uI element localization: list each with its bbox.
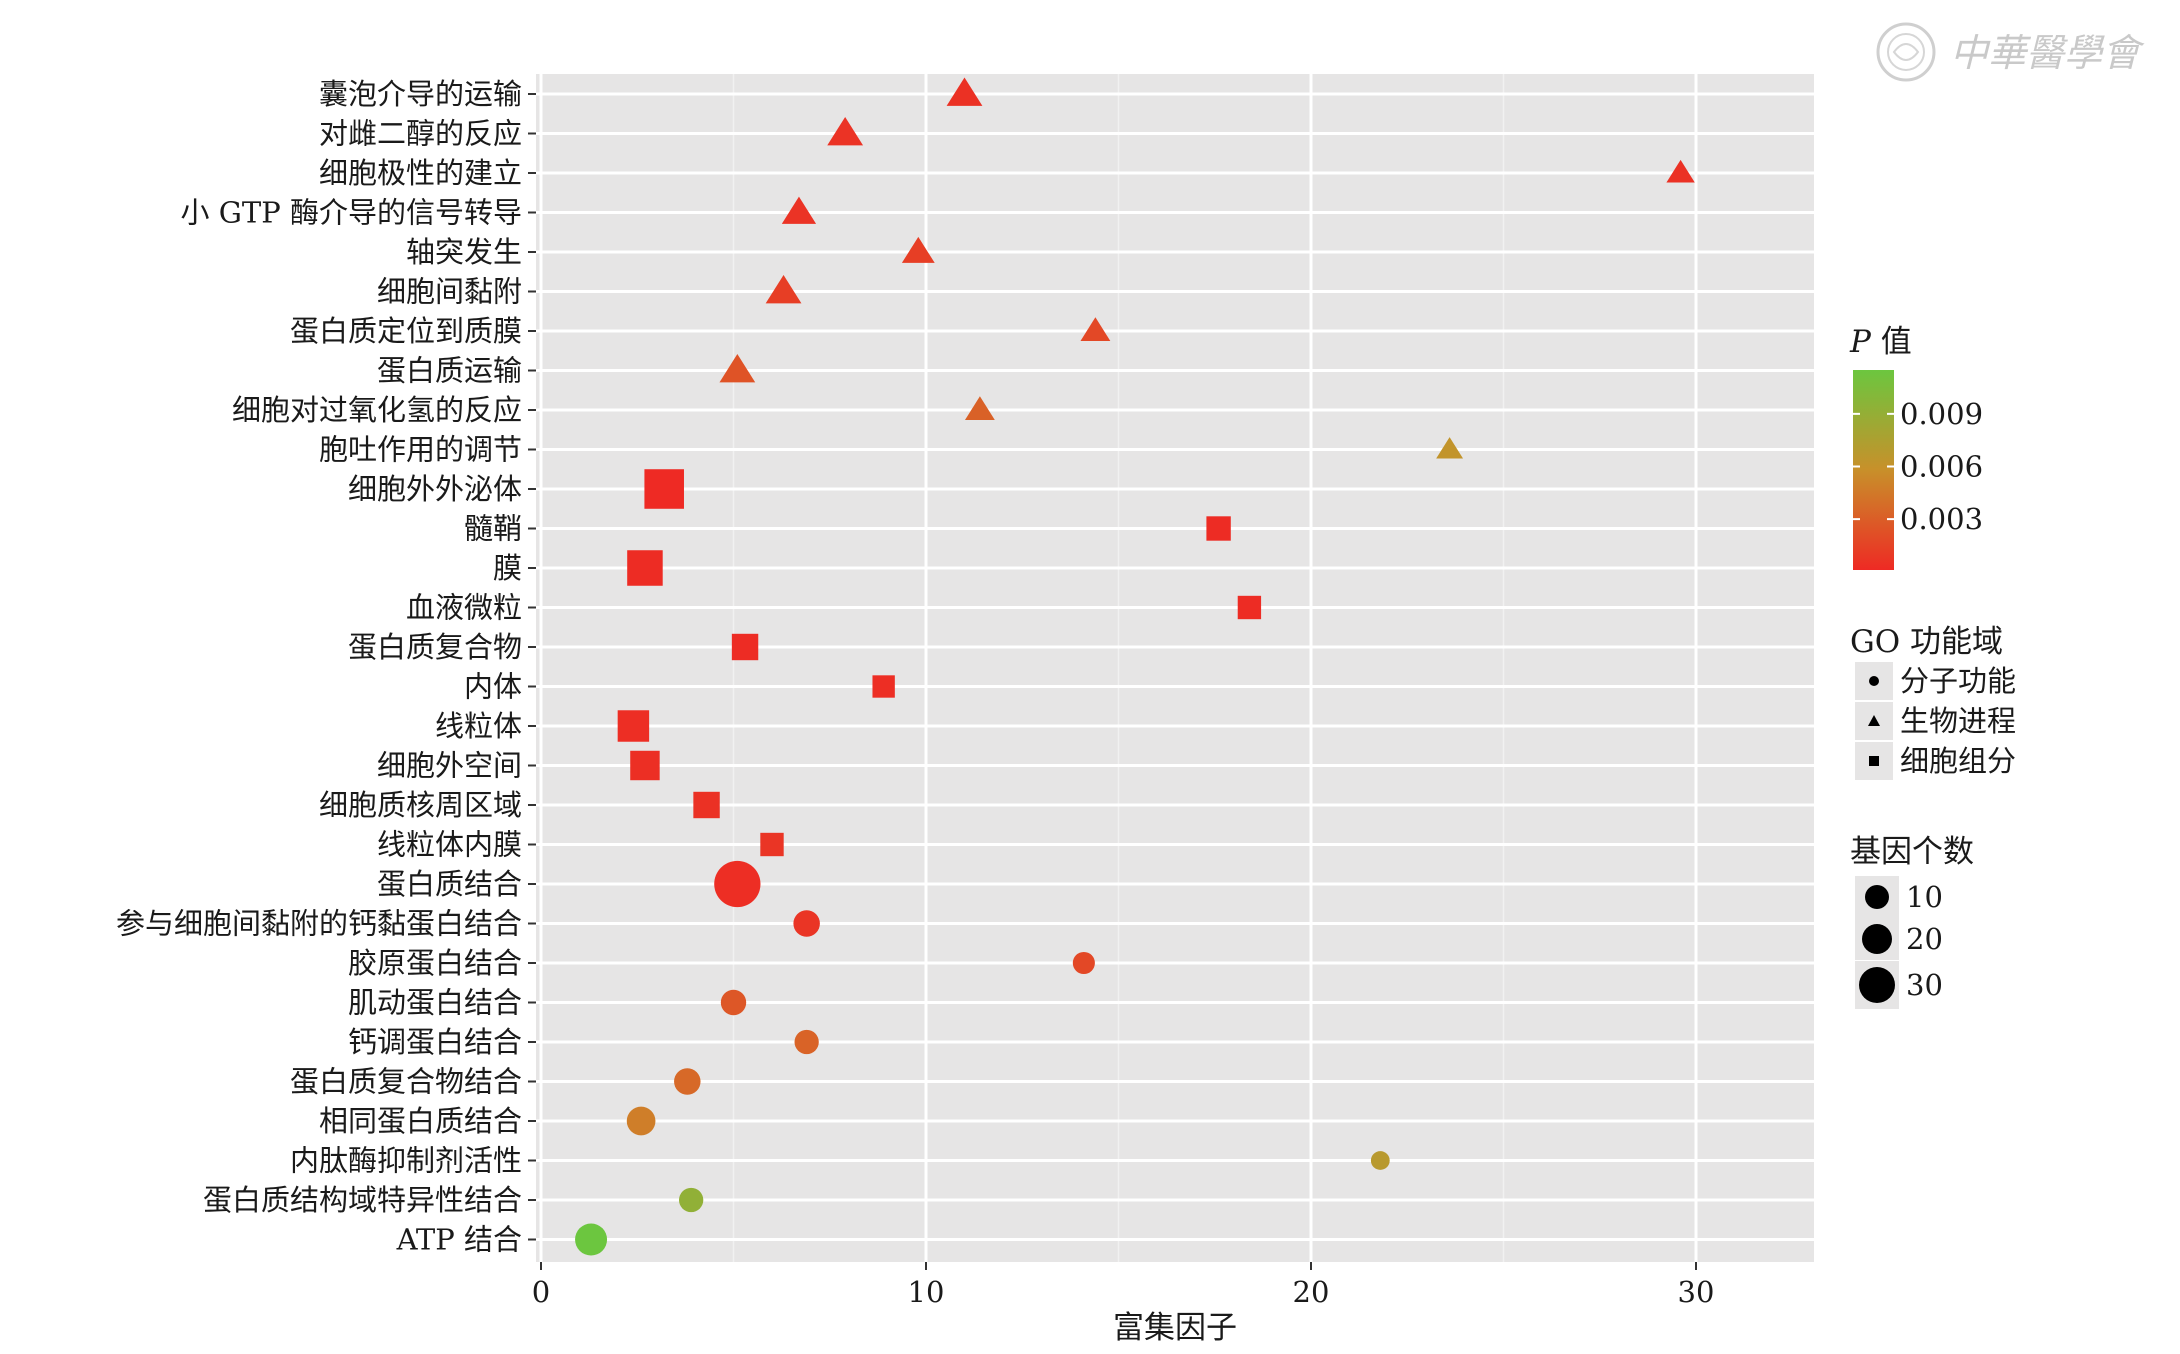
point-square xyxy=(630,750,660,781)
color-legend-tick-label: 0.006 xyxy=(1900,449,1983,483)
point-circle xyxy=(720,989,747,1016)
y-tick-label: 肌动蛋白结合 xyxy=(348,986,522,1020)
y-tick-label: 小 GTP 酶介导的信号转导 xyxy=(181,196,522,230)
point-triangle xyxy=(1436,437,1464,459)
y-tick-label: 细胞对过氧化氢的反应 xyxy=(232,393,522,427)
watermark-text: 中華醫學會 xyxy=(1950,31,2145,75)
y-tick-label: 蛋白质复合物 xyxy=(348,630,522,664)
size-legend-circle xyxy=(1862,924,1892,954)
y-tick-label: 蛋白质结构域特异性结合 xyxy=(203,1183,522,1217)
size-legend-label: 10 xyxy=(1906,880,1943,914)
color-legend-bar xyxy=(1853,370,1894,570)
point-square xyxy=(1206,516,1231,541)
point-square xyxy=(617,710,650,742)
point-circle xyxy=(679,1187,704,1213)
legend-circle-icon xyxy=(1869,676,1879,686)
point-square xyxy=(760,832,784,857)
watermark-logo: 中華醫學會 xyxy=(1876,22,2145,82)
size-legend-circle xyxy=(1859,967,1895,1003)
y-tick-label: 蛋白质结合 xyxy=(377,867,522,901)
point-triangle xyxy=(946,77,983,106)
color-legend-tick-label: 0.009 xyxy=(1900,397,1983,431)
y-tick-label: 内体 xyxy=(464,670,522,704)
x-axis-title: 富集因子 xyxy=(1113,1310,1237,1346)
point-triangle xyxy=(781,196,817,224)
point-triangle xyxy=(827,116,864,146)
color-legend-title-rest: 值 xyxy=(1871,324,1912,360)
point-triangle xyxy=(1080,317,1111,341)
y-tick-label: 钙调蛋白结合 xyxy=(348,1025,522,1059)
size-legend-label: 30 xyxy=(1906,968,1943,1002)
point-triangle xyxy=(765,274,802,304)
x-axis: 0 10 20 30 xyxy=(532,1262,1715,1309)
color-legend: P 值 0.009 0.006 0.003 xyxy=(1849,324,1983,570)
plot-panel xyxy=(536,74,1814,1262)
seal-icon xyxy=(1876,22,1936,82)
point-circle xyxy=(575,1223,608,1256)
y-tick-label: 胞吐作用的调节 xyxy=(319,433,522,467)
color-legend-title: P 值 xyxy=(1849,324,1912,360)
point-circle xyxy=(1370,1151,1390,1170)
legend-triangle-icon xyxy=(1868,715,1880,726)
point-circle xyxy=(793,910,820,937)
shape-legend-label: 分子功能 xyxy=(1900,664,2016,698)
y-tick-label: ATP 结合 xyxy=(396,1223,522,1257)
y-tick-label: 细胞外空间 xyxy=(377,749,522,783)
point-triangle xyxy=(964,396,995,420)
shape-legend-label: 生物进程 xyxy=(1900,704,2016,738)
y-tick-label: 髓鞘 xyxy=(464,512,522,546)
point-circle xyxy=(794,1029,819,1055)
y-tick-label: 对雌二醇的反应 xyxy=(319,117,522,151)
y-tick-label: 细胞外外泌体 xyxy=(348,472,522,506)
y-tick-label: 血液微粒 xyxy=(406,591,522,625)
color-legend-title-p: P xyxy=(1849,324,1872,360)
point-square xyxy=(731,633,759,661)
point-square xyxy=(644,469,684,509)
size-legend-circle xyxy=(1865,885,1889,909)
y-tick-label: 细胞质核周区域 xyxy=(319,788,522,822)
color-legend-tick-label: 0.003 xyxy=(1900,502,1983,536)
x-tick-label: 0 xyxy=(532,1275,550,1309)
y-tick-label: 蛋白质定位到质膜 xyxy=(290,314,522,348)
size-legend: 基因个数 10 20 30 xyxy=(1850,834,1974,1009)
size-legend-title: 基因个数 xyxy=(1850,834,1974,870)
y-tick-label: 细胞间黏附 xyxy=(377,275,522,309)
y-tick-label: 蛋白质复合物结合 xyxy=(290,1065,522,1099)
point-circle xyxy=(1072,951,1095,975)
x-tick-label: 10 xyxy=(908,1275,945,1309)
y-tick-label: 膜 xyxy=(493,551,522,585)
point-square xyxy=(872,675,895,698)
x-tick-label: 30 xyxy=(1678,1275,1715,1309)
shape-legend-title: GO 功能域 xyxy=(1850,624,2003,660)
grid-lines xyxy=(536,74,1814,1262)
point-square xyxy=(627,550,663,586)
point-circle xyxy=(626,1106,656,1136)
y-tick-label: 线粒体内膜 xyxy=(377,828,522,862)
point-triangle xyxy=(901,236,935,263)
point-circle xyxy=(714,860,761,908)
y-tick-label: 囊泡介导的运输 xyxy=(319,77,522,111)
point-triangle xyxy=(1666,159,1695,183)
x-tick-label: 20 xyxy=(1293,1275,1330,1309)
size-legend-label: 20 xyxy=(1906,922,1943,956)
y-tick-label: 蛋白质运输 xyxy=(377,354,522,388)
y-tick-label: 轴突发生 xyxy=(406,235,522,269)
point-circle xyxy=(674,1068,701,1095)
y-tick-label: 相同蛋白质结合 xyxy=(319,1104,522,1138)
point-square xyxy=(693,791,720,819)
y-tick-label: 内肽酶抑制剂活性 xyxy=(290,1144,522,1178)
y-tick-label: 细胞极性的建立 xyxy=(319,156,522,190)
legend-square-icon xyxy=(1869,756,1879,766)
shape-legend-label: 细胞组分 xyxy=(1900,744,2016,778)
point-square xyxy=(1237,595,1262,620)
y-tick-label: 胶原蛋白结合 xyxy=(348,946,522,980)
data-points xyxy=(575,77,1695,1256)
y-tick-label: 线粒体 xyxy=(435,709,522,743)
point-triangle xyxy=(719,353,756,383)
y-tick-label: 参与细胞间黏附的钙黏蛋白结合 xyxy=(116,907,522,941)
